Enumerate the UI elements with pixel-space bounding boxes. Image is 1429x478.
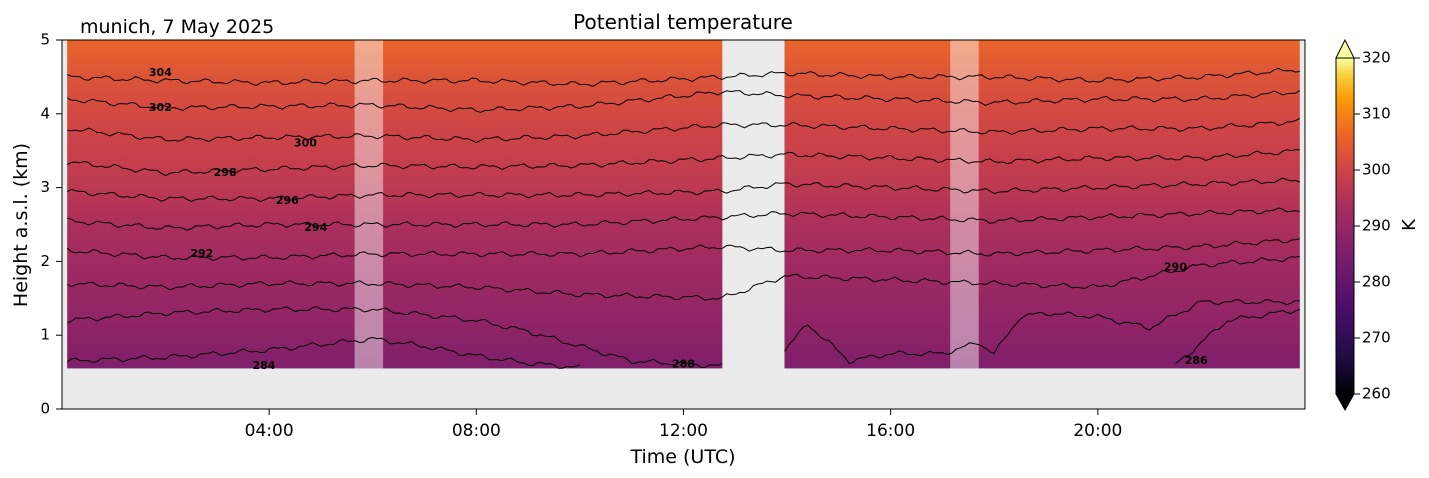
contour-label-302: 302 (149, 101, 172, 114)
colorbar-tick-label: 280 (1362, 273, 1391, 291)
location-date-label: munich, 7 May 2025 (80, 16, 274, 38)
y-tick-label: 0 (40, 400, 50, 418)
data-segment-2 (784, 40, 1300, 369)
shaded-periods (354, 40, 979, 369)
colorbar-gradient (1335, 57, 1355, 395)
y-tick-label: 3 (40, 178, 50, 196)
colorbar-extend-max (1335, 38, 1355, 59)
x-tick-label: 12:00 (659, 421, 708, 441)
x-axis-ticks: 04:00 08:00 12:00 16:00 20:00 (245, 409, 1122, 441)
colorbar-ticks: 260 270 280 290 300 310 320 (1354, 49, 1391, 403)
contour-286 (1175, 309, 1300, 365)
y-axis-ticks: 0 1 2 3 4 5 (40, 31, 62, 418)
colorbar-tick-label: 270 (1362, 329, 1391, 347)
x-tick-label: 08:00 (452, 421, 501, 441)
colorbar-label: K (1399, 218, 1420, 231)
colorbar-tick-label: 310 (1362, 105, 1391, 123)
contour-label-288: 288 (672, 358, 695, 371)
contour-label-292: 292 (190, 247, 213, 260)
contour-298 (66, 149, 1300, 177)
contour-292 (66, 238, 1300, 262)
contour-label-300: 300 (294, 136, 317, 149)
colorbar-tick-label: 290 (1362, 217, 1391, 235)
contour-304 (67, 67, 1300, 87)
y-axis-label: Height a.s.l. (km) (10, 143, 32, 307)
contour-labels: 304 302 300 298 296 294 292 284 288 290 286 (149, 66, 1208, 372)
x-tick-label: 16:00 (866, 421, 915, 441)
colorbar-tick-label: 260 (1362, 385, 1391, 403)
contour-label-286: 286 (1185, 354, 1208, 367)
contour-label-294: 294 (304, 221, 327, 234)
contour-label-298: 298 (214, 166, 237, 179)
colorbar-tick-label: 320 (1362, 49, 1391, 67)
contour-label-284: 284 (253, 359, 276, 372)
colorbar-tick-label: 300 (1362, 161, 1391, 179)
x-tick-label: 20:00 (1073, 421, 1122, 441)
contour-294 (67, 207, 1300, 231)
contour-label-304: 304 (149, 66, 172, 79)
x-tick-label: 04:00 (245, 421, 294, 441)
y-tick-label: 4 (40, 104, 50, 122)
y-tick-label: 2 (40, 252, 50, 270)
y-tick-label: 1 (40, 326, 50, 344)
contour-290 (784, 298, 1300, 365)
shaded-period-1 (354, 40, 384, 369)
contour-label-290: 290 (1164, 260, 1187, 273)
shaded-period-2 (950, 40, 979, 369)
contour-286 (66, 336, 581, 369)
colorbar-extend-min (1335, 393, 1355, 412)
contour-296 (66, 177, 1300, 203)
chart-title: Potential temperature (573, 10, 793, 34)
data-segments (67, 40, 1300, 369)
contour-288 (67, 306, 723, 368)
x-axis-label: Time (UTC) (629, 446, 735, 468)
data-segment-1 (67, 40, 723, 369)
contour-label-296: 296 (276, 194, 299, 207)
contour-lines (66, 67, 1301, 369)
y-tick-label: 5 (40, 31, 50, 49)
colorbar: 260 270 280 290 300 310 320 K (1335, 38, 1420, 412)
contour-300 (67, 117, 1301, 144)
contour-302 (66, 89, 1301, 113)
contour-290 (66, 255, 1300, 301)
